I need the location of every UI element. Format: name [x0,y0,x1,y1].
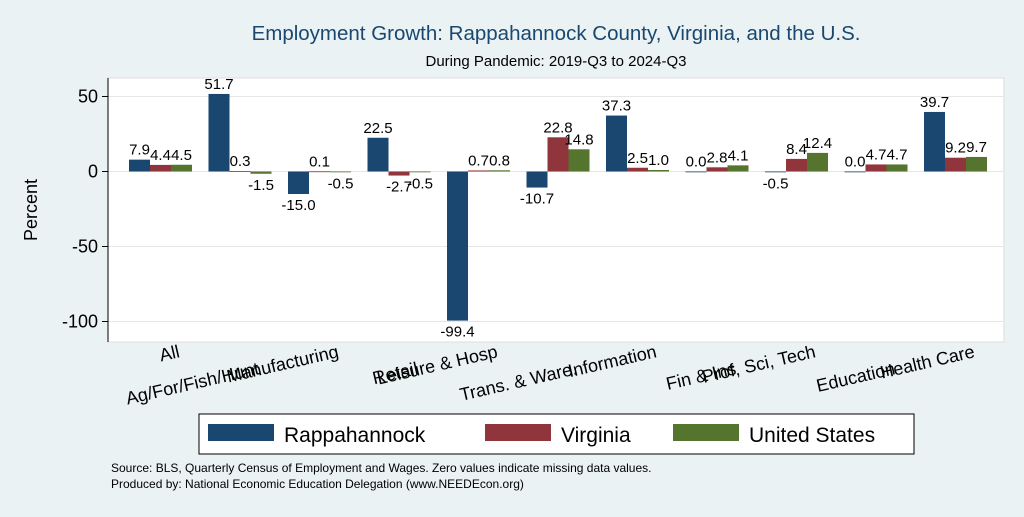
data-label: 4.4 [150,147,171,164]
data-label: -0.5 [407,175,433,192]
y-tick-label: -100 [62,312,98,332]
bar-virginia-education [865,164,887,172]
bar-united-states-education [886,164,908,172]
data-label: 8.4 [786,141,807,158]
data-label: 1.0 [648,152,669,169]
bar-rappahannock-ag-for-fish-hunt [208,93,230,172]
bar-rappahannock-all [129,159,150,172]
category-label-health-care: Health Care [878,341,976,382]
legend-swatch-rappahannock [208,424,274,441]
legend-swatch-united-states [673,424,739,441]
data-label: -2.7 [386,179,412,196]
bar-rappahannock-information [606,115,627,172]
y-tick-label: -50 [72,237,98,257]
bar-virginia-ag-for-fish-hunt [229,171,251,172]
data-label: 0.0 [845,154,866,171]
bar-rappahannock-prof-sci-tech [765,171,786,173]
data-label: -1.5 [248,177,274,194]
legend-label-rappahannock: Rappahannock [284,424,426,447]
legend-label-united-states: United States [749,424,875,447]
bar-virginia-leisure-hosp [468,170,489,172]
bar-virginia-information [627,167,648,172]
bar-rappahannock-education [844,171,866,173]
data-label: 51.7 [204,76,233,93]
chart-title: Employment Growth: Rappahannock County, … [252,22,861,45]
bar-united-states-all [171,164,192,172]
legend-label-virginia: Virginia [561,424,631,447]
data-label: 12.4 [803,135,832,152]
data-label: -10.7 [520,191,554,208]
bar-united-states-manufacturing [330,171,351,173]
bar-virginia-prof-sci-tech [786,158,807,172]
data-label: 0.8 [489,152,510,169]
bars [129,93,987,321]
y-axis-label: Percent [21,179,41,241]
bar-united-states-leisure-hosp [489,170,510,172]
bar-rappahannock-leisure-hosp [447,171,468,321]
data-label: 0.0 [686,154,707,171]
data-label: 37.3 [602,98,631,115]
bar-united-states-retail [409,171,431,173]
bar-rappahannock-trans-ware [526,171,548,188]
source-note: Source: BLS, Quarterly Census of Employm… [111,461,651,475]
data-label: 4.1 [728,147,749,164]
y-tick-label: 0 [88,162,98,182]
category-label-information: Information [566,341,658,381]
chart-subtitle: During Pandemic: 2019-Q3 to 2024-Q3 [426,53,687,70]
bar-rappahannock-health-care [924,111,945,172]
legend-box [198,413,915,455]
category-label-all: All [157,341,181,365]
data-label: 2.8 [707,149,728,166]
data-label: 14.8 [564,131,593,148]
data-label: 4.7 [887,146,908,163]
data-label: 0.7 [468,152,489,169]
bar-united-states-trans-ware [568,149,590,172]
bar-rappahannock-manufacturing [288,171,309,194]
legend-swatch-virginia [485,424,551,441]
bar-virginia-health-care [945,157,966,172]
bar-virginia-trans-ware [547,137,569,172]
produced-by-note: Produced by: National Economic Education… [111,477,524,491]
bar-virginia-retail [388,171,410,176]
bar-virginia-all [150,164,171,172]
bar-united-states-health-care [966,156,987,172]
data-label: 4.5 [171,147,192,164]
legend: Rappahannock Virginia United States [198,413,915,455]
data-label: 2.5 [627,150,648,167]
data-label: 9.7 [966,139,987,156]
data-label: 39.7 [920,94,949,111]
category-label-manufacturing: Manufacturing [225,341,341,386]
y-tick-label: 50 [78,87,98,107]
bar-rappahannock-retail [367,137,389,172]
y-axis: 50 0 -50 -100 [62,78,109,342]
plot-area [107,77,1005,343]
bar-united-states-information [648,170,669,172]
bar-united-states-prof-sci-tech [807,152,828,172]
data-label: -0.5 [763,175,789,192]
bar-united-states-fin-ins [727,165,749,172]
data-label: 4.7 [866,146,887,163]
bar-virginia-manufacturing [309,171,330,173]
data-label: 22.5 [363,120,392,137]
data-label: 0.1 [309,153,330,170]
data-label: 9.2 [945,140,966,157]
data-label: 7.9 [129,142,150,159]
bar-virginia-fin-ins [706,167,728,172]
category-label-prof-sci-tech: Prof, Sci, Tech [700,341,817,387]
data-labels: 7.9 4.4 4.5 51.7 0.3 -1.5 -15.0 0.1 -0.5 22.5 -2.7… [129,76,987,341]
bar-rappahannock-fin-ins [685,171,707,173]
data-label: 22.8 [543,119,572,136]
bar-united-states-ag-for-fish-hunt [250,171,272,174]
data-label: -99.4 [440,324,474,341]
data-label: 0.3 [230,153,251,170]
data-label: -15.0 [281,197,315,214]
data-label: -0.5 [328,175,354,192]
